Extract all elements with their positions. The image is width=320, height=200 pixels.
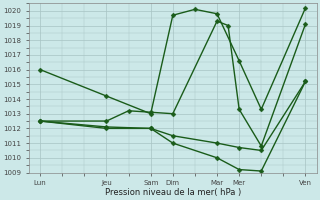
X-axis label: Pression niveau de la mer( hPa ): Pression niveau de la mer( hPa ) bbox=[105, 188, 241, 197]
